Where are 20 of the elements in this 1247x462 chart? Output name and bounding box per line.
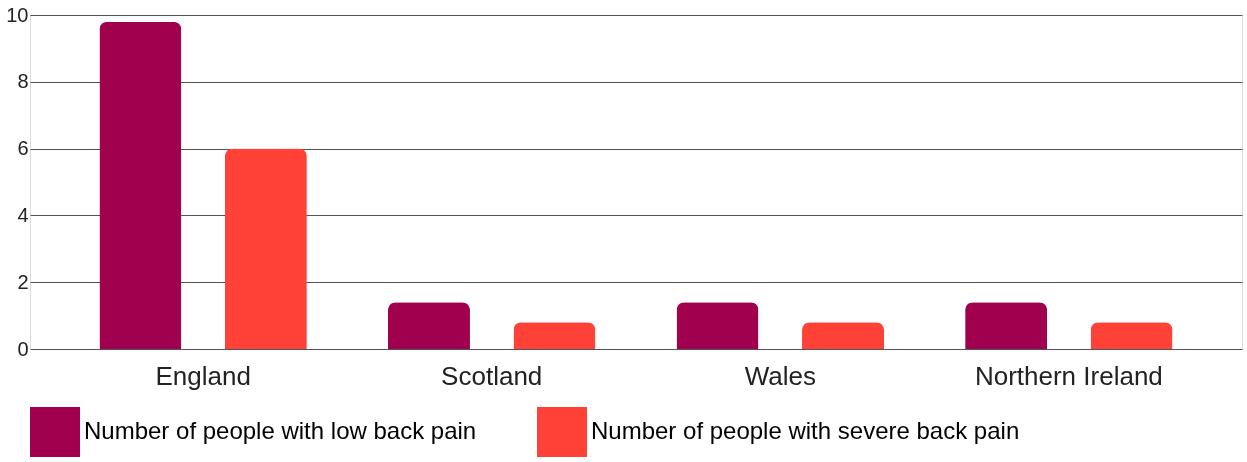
bar — [1090, 322, 1173, 349]
bar — [513, 322, 596, 349]
y-tick-label: 8 — [17, 70, 29, 93]
x-tick-label: Wales — [744, 360, 816, 391]
y-tick-label: 4 — [17, 203, 29, 226]
legend-label: Number of people with severe back pain — [591, 417, 1020, 444]
bar — [99, 21, 182, 349]
x-tick-label: England — [155, 360, 251, 391]
y-tick-label: 2 — [17, 270, 29, 293]
y-tick-label: 6 — [17, 137, 29, 160]
x-tick-label: Northern Ireland — [974, 360, 1163, 391]
legend-label: Number of people with low back pain — [84, 417, 477, 444]
bar — [387, 302, 470, 349]
bar — [676, 302, 759, 349]
y-tick-label: 0 — [17, 337, 29, 360]
bar — [965, 302, 1048, 349]
bar — [802, 322, 885, 349]
x-tick-label: Scotland — [441, 360, 543, 391]
bar — [224, 148, 307, 349]
y-tick-label: 10 — [6, 3, 29, 26]
